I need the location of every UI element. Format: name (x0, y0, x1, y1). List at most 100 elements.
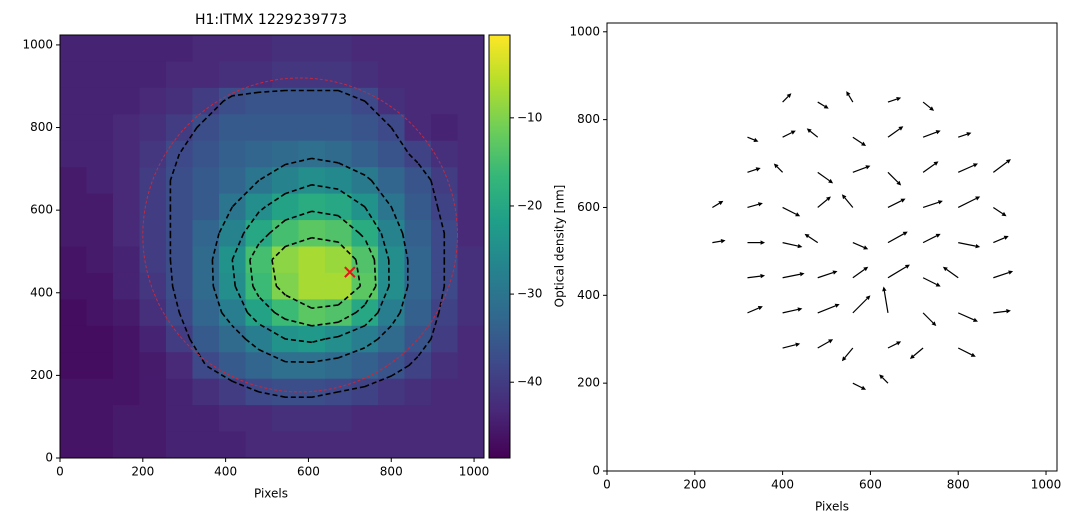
heat-cell (139, 299, 167, 327)
arrow-head (966, 132, 972, 137)
heat-cell (457, 352, 484, 380)
contour (231, 184, 390, 344)
heat-cell (245, 140, 273, 168)
arrow-head (935, 282, 941, 287)
arrow-head (865, 295, 871, 301)
arrow-shaft (809, 130, 819, 138)
x-tick-label: 800 (947, 478, 970, 492)
heat-cell (113, 193, 141, 221)
arrow-shaft (887, 200, 902, 209)
heat-cell (431, 378, 459, 406)
arrow (887, 341, 902, 349)
arrow (922, 130, 941, 138)
heat-cell (60, 167, 88, 195)
arrow-shaft (782, 344, 796, 349)
heat-cell (457, 140, 484, 168)
heat-cell (457, 378, 484, 406)
arrow-head (931, 321, 937, 327)
heat-cell (113, 352, 141, 380)
arrow (817, 196, 831, 208)
heat-cell (298, 114, 326, 142)
heat-cell (113, 299, 141, 327)
arrow-shaft (852, 242, 865, 248)
heat-cell (272, 114, 300, 142)
arrow-shaft (993, 272, 1010, 279)
arrow-shaft (958, 133, 968, 138)
x-tick-label: 400 (771, 478, 794, 492)
heat-cell (60, 87, 88, 115)
heat-cell (113, 405, 141, 433)
heat-cell (378, 405, 406, 433)
heat-cell (404, 431, 432, 458)
arrow-shaft (993, 237, 1005, 244)
arrow-shaft (747, 275, 761, 279)
heat-cell (351, 325, 379, 353)
heat-cell (192, 405, 220, 433)
y-tick-label: 400 (577, 288, 600, 302)
heat-cell (60, 140, 88, 168)
heat-cell (298, 35, 326, 63)
heat-cell (219, 325, 247, 353)
arrow-shaft (782, 273, 801, 279)
arrow-shaft (782, 308, 799, 314)
arrow (887, 126, 904, 138)
arrow-head (828, 178, 834, 184)
arrow-shaft (747, 136, 755, 141)
arrow-shaft (922, 201, 939, 209)
arrow (852, 136, 867, 146)
arrow (957, 163, 978, 173)
heat-cell (60, 431, 88, 458)
heat-cell (219, 405, 247, 433)
heat-cell (298, 352, 326, 380)
heat-cell (404, 87, 432, 115)
arrow-head (896, 341, 902, 346)
arrow (817, 101, 829, 109)
heat-cell (457, 246, 484, 274)
heat-cell (457, 114, 484, 142)
arrow (922, 101, 935, 111)
heat-cell (113, 325, 141, 353)
arrow-head (823, 104, 829, 109)
heat-cell (298, 378, 326, 406)
y-tick-label: 600 (577, 200, 600, 214)
arrow-head (806, 128, 812, 133)
arrow-head (935, 233, 941, 238)
heat-cell (378, 431, 406, 458)
center-marker (344, 266, 356, 278)
heat-cell (166, 325, 194, 353)
arrow-head (863, 245, 869, 250)
arrow-shaft (922, 163, 936, 173)
heat-cell (245, 299, 273, 327)
arrow (817, 303, 840, 314)
arrow-head (900, 198, 906, 203)
arrow (852, 382, 867, 390)
arrow (747, 167, 761, 173)
heat-cell (113, 114, 141, 142)
heat-cell (351, 140, 379, 168)
arrow-head (797, 307, 803, 312)
heat-cell (298, 61, 326, 89)
heat-cell (351, 272, 379, 300)
heat-cell (457, 405, 484, 433)
arrow (817, 171, 834, 184)
y-tick-label: 0 (592, 464, 600, 478)
arrow (922, 200, 943, 209)
arrow (817, 339, 834, 349)
y-tick-label: 200 (30, 368, 53, 382)
heat-cell (139, 167, 167, 195)
arrow-head (1006, 309, 1011, 314)
arrow-head (975, 243, 981, 249)
arrow-head (834, 303, 840, 308)
heat-cell (457, 87, 484, 115)
y-tick-label: 0 (45, 451, 53, 465)
heat-cell (457, 272, 484, 300)
heat-cell (325, 405, 353, 433)
x-tick-label: 600 (297, 465, 320, 479)
heat-cell (192, 352, 220, 380)
heat-cell (245, 114, 273, 142)
arrow-head (898, 126, 904, 131)
arrow-shaft (922, 101, 931, 109)
heat-cell (245, 325, 273, 353)
heat-cell (139, 378, 167, 406)
arrow (887, 231, 908, 244)
